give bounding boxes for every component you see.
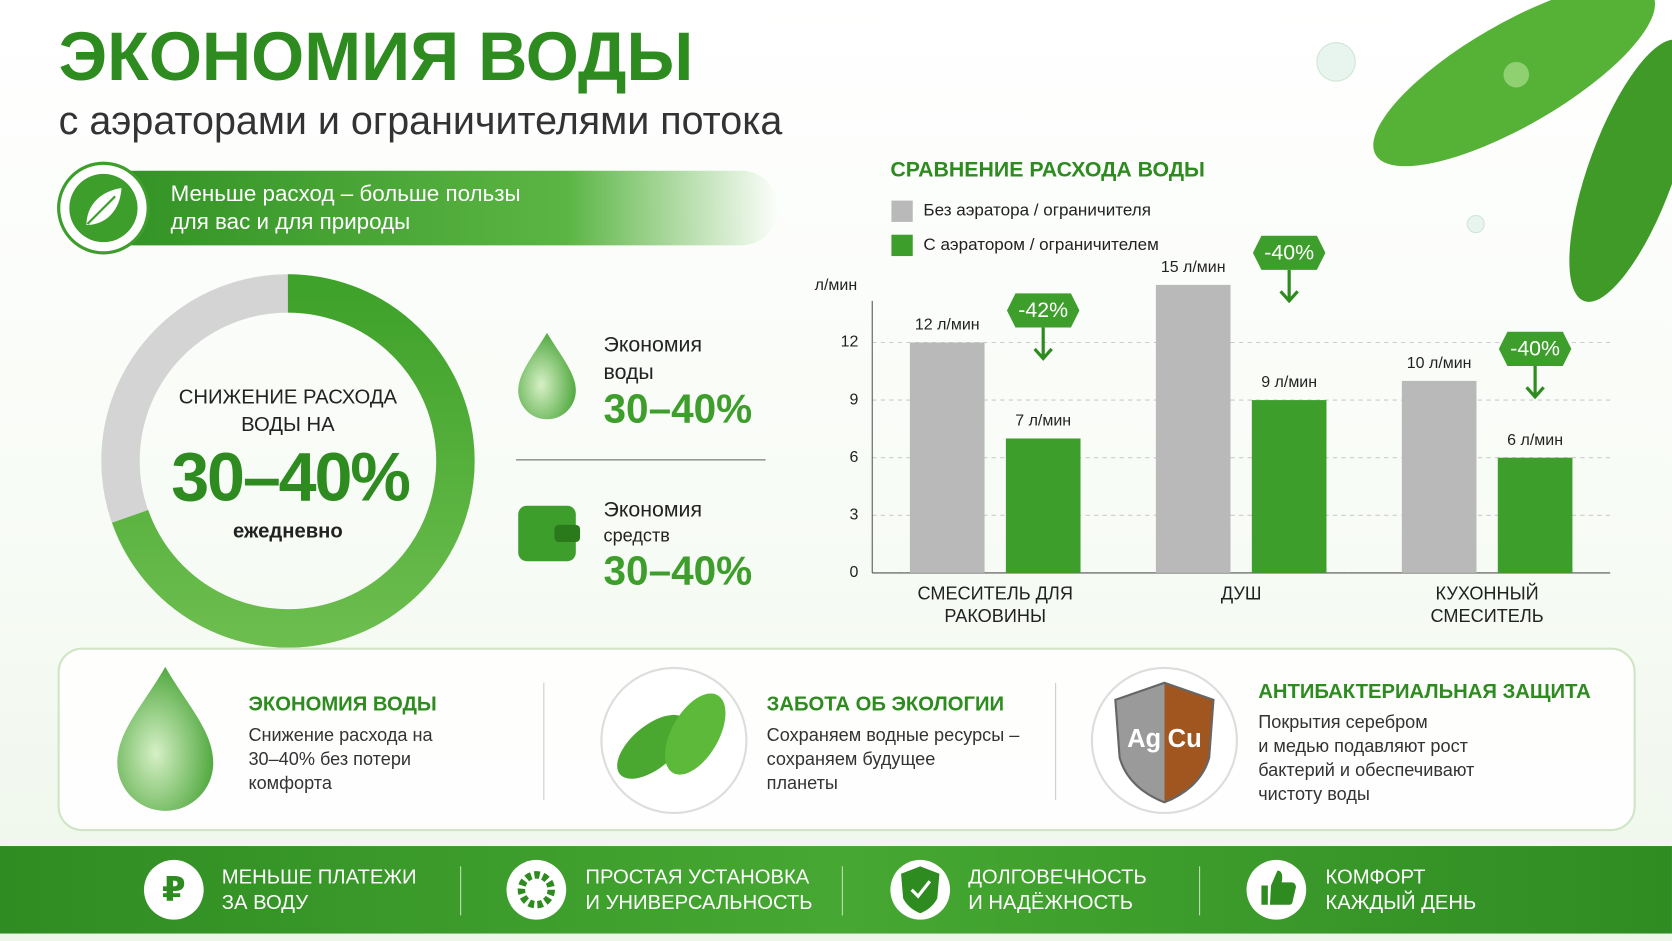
leaf-icon	[617, 714, 689, 779]
subtitle: с аэраторами и ограничителями потока	[59, 99, 783, 143]
feature-text: Снижение расхода на	[248, 725, 433, 745]
ring-arc	[111, 274, 475, 648]
donut-caption: ежедневно	[233, 521, 343, 543]
y-tick-label: 12	[841, 334, 859, 351]
stat-value: 30–40%	[604, 386, 753, 432]
bar-chart: 0 3 6 9 12 Без аэратора / ограничителя С аэрат…	[841, 200, 1611, 581]
features-panel	[57, 647, 1636, 832]
donut-label: ВОДЫ НА	[241, 414, 335, 436]
wallet-icon	[518, 505, 576, 562]
check-icon	[910, 880, 932, 899]
shield-icon	[901, 866, 940, 914]
y-axis-label: л/мин	[815, 277, 858, 294]
x-tick-label: СМЕСИТЕЛЬ ДЛЯ РАКОВИНЫ	[917, 583, 1073, 627]
value-label: 7 л/мин	[1015, 413, 1071, 430]
footer-text: КОМФОРТ	[1325, 866, 1425, 888]
icon-label: Cu	[1168, 725, 1202, 753]
x-tick-label: КУХОННЫЙ СМЕСИТЕЛЬ	[1430, 583, 1544, 627]
reduction-arrowhead	[1279, 290, 1299, 304]
decor-leaves	[1316, 0, 1672, 302]
feature-title: ЗАБОТА ОБ ЭКОЛОГИИ	[767, 694, 1004, 716]
banner	[74, 170, 779, 246]
legend-swatch	[891, 234, 913, 257]
y-tick-label: 3	[849, 507, 858, 524]
footer: ₽ МЕНЬШЕ ПЛАТЕЖИ ЗА ВОДУ ПРОСТАЯ УСТАНОВКА И…	[143, 859, 1476, 920]
feature-text: планеты	[767, 773, 838, 793]
donut-label: СНИЖЕНИЕ РАСХОДА	[179, 386, 398, 408]
legend-label: С аэратором / ограничителем	[923, 235, 1158, 254]
legend-swatch	[891, 200, 913, 222]
reduction-label: -42%	[1018, 298, 1068, 322]
reduction-label: -40%	[1264, 241, 1314, 265]
y-tick-label: 9	[849, 391, 858, 408]
legend-label: Без аэратора / ограничителя	[923, 201, 1151, 220]
footer-icon	[506, 859, 567, 920]
stat-title: Экономия	[604, 332, 703, 356]
stat-title: Экономия	[604, 498, 703, 522]
feature-title: ЭКОНОМИЯ ВОДЫ	[248, 694, 436, 716]
feature-text: 30–40% без потери	[248, 749, 411, 769]
feature-text: Сохраняем водные ресурсы –	[767, 725, 1021, 745]
footer-text: ДОЛГОВЕЧНОСТЬ	[968, 866, 1147, 888]
footer-text: И НАДЁЖНОСТЬ	[968, 892, 1133, 914]
feature-text: бактерий и обеспечивают	[1258, 760, 1474, 780]
banner-text: для вас и для природы	[171, 209, 411, 234]
bar	[1401, 380, 1477, 573]
footer-text: ПРОСТАЯ УСТАНОВКА	[585, 866, 809, 888]
value-label: 15 л/мин	[1161, 259, 1226, 276]
bar	[1005, 438, 1081, 573]
footer-text: ЗА ВОДУ	[222, 892, 308, 914]
reduction-label: -40%	[1510, 337, 1560, 361]
y-tick-label: 0	[849, 564, 858, 581]
reduction-badge	[1498, 331, 1572, 366]
value-label: 12 л/мин	[915, 317, 980, 334]
banner-text: Меньше расход – больше пользы	[171, 181, 521, 206]
y-tick-label: 6	[849, 449, 858, 466]
footer-icon	[143, 859, 204, 920]
gear-icon	[517, 871, 556, 909]
x-tick-label: ДУШ	[1220, 583, 1262, 604]
feature-text: сохраняем будущее	[767, 749, 936, 769]
shield-icon	[1114, 681, 1215, 804]
bar	[1251, 400, 1327, 573]
drop-icon	[117, 666, 214, 811]
footer-text: МЕНЬШЕ ПЛАТЕЖИ	[222, 866, 417, 888]
footer-text: И УНИВЕРСАЛЬНОСТЬ	[585, 892, 812, 914]
stat-title: воды	[604, 360, 654, 384]
value-label: 9 л/мин	[1261, 374, 1317, 391]
feature-text: чистоту воды	[1258, 784, 1370, 804]
title: ЭКОНОМИЯ ВОДЫ	[59, 19, 694, 95]
feature-text: и медью подавляют рост	[1258, 736, 1468, 756]
reduction-arrowhead	[1525, 386, 1545, 400]
wallet-clasp	[554, 524, 581, 542]
thumb-icon	[1261, 870, 1296, 905]
stat-title: средств	[604, 525, 670, 545]
bar	[909, 342, 985, 573]
value-label: 6 л/мин	[1507, 432, 1563, 449]
donut-value: 30–40%	[171, 439, 409, 515]
feature-title: АНТИБАКТЕРИАЛЬНАЯ ЗАЩИТА	[1258, 681, 1591, 703]
footer-text: КАЖДЫЙ ДЕНЬ	[1325, 890, 1476, 914]
chart-title: СРАВНЕНИЕ РАСХОДА ВОДЫ	[890, 157, 1205, 181]
reduction-arrowhead	[1033, 347, 1053, 361]
reduction-badge	[1252, 235, 1326, 270]
bar	[1497, 457, 1573, 573]
drop-icon	[518, 332, 576, 420]
footer-bar	[0, 846, 1672, 934]
leaf-icon	[664, 693, 726, 775]
reduction-badge	[1006, 293, 1080, 328]
stat-value: 30–40%	[604, 548, 753, 594]
feature-text: Покрытия серебром	[1258, 712, 1427, 732]
value-label: 10 л/мин	[1407, 355, 1472, 372]
footer-icon-label: ₽	[162, 871, 186, 909]
leaf-icon	[84, 185, 124, 228]
icon-label: Ag	[1127, 725, 1161, 753]
features: ЭКОНОМИЯ ВОДЫ Снижение расхода на 30–40% б…	[248, 681, 1591, 804]
bar	[1155, 284, 1231, 573]
feature-text: комфорта	[248, 773, 332, 793]
